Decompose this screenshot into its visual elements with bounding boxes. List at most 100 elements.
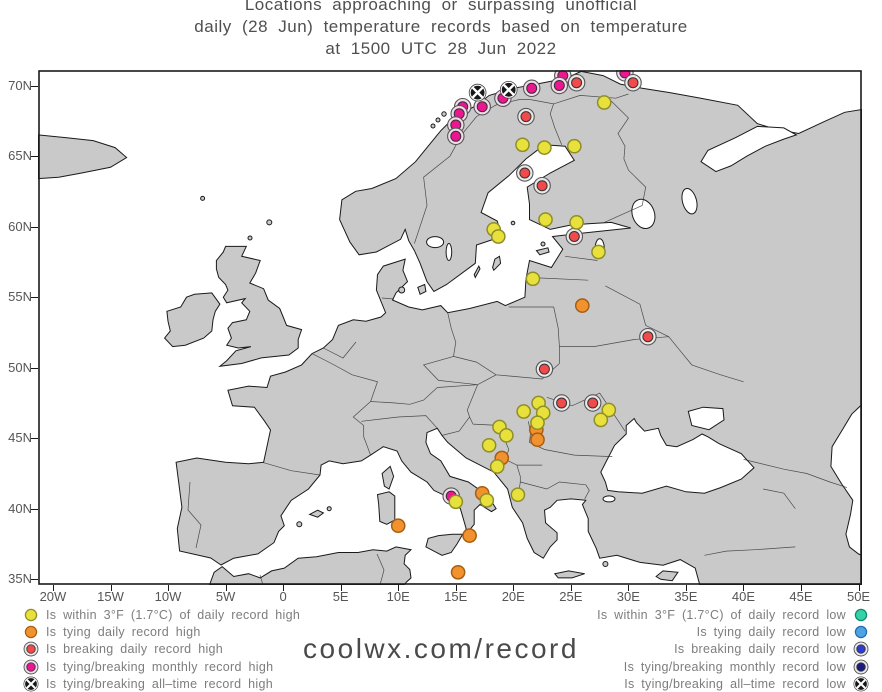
title-line-3: at 1500 UTC 28 Jun 2022 xyxy=(325,39,557,58)
record-markers xyxy=(390,70,657,580)
x-tick-label: 15E xyxy=(444,589,468,604)
marker-breaking_high xyxy=(516,164,534,182)
black-sea xyxy=(600,417,755,494)
landmass-ireland xyxy=(163,292,221,348)
landmass-north-africa xyxy=(208,546,413,585)
y-tick-mark xyxy=(31,297,38,299)
x-tick-label: 5E xyxy=(332,589,349,604)
marker-within3F_high xyxy=(537,140,552,155)
x-tick-mark xyxy=(513,585,515,591)
island-cyprus xyxy=(655,570,679,582)
breaking_high-legend-icon xyxy=(23,642,39,657)
marker-within3F_high xyxy=(591,244,606,260)
tying_high-legend-icon xyxy=(24,625,38,639)
y-tick-label: 45N xyxy=(8,430,32,446)
country-borders xyxy=(187,93,848,585)
y-tick-mark xyxy=(31,85,38,87)
island-zealand xyxy=(417,283,427,295)
marker-within3F_high xyxy=(481,437,497,453)
marker-breaking_low xyxy=(853,642,869,657)
marker-monthly_high xyxy=(473,97,491,116)
x-tick-mark xyxy=(52,585,54,591)
y-tick-mark xyxy=(31,579,38,581)
landmass-great-britain xyxy=(215,245,303,368)
legend-record-low: Is within 3°F (1.7°C) of daily record lo… xyxy=(597,606,870,692)
marker-tying_high xyxy=(450,564,466,580)
x-tick-label: 20E xyxy=(501,589,525,604)
marker-monthly_high xyxy=(23,659,39,675)
x-tick-mark xyxy=(455,585,457,591)
landmass-iceland xyxy=(38,134,128,180)
marker-breaking_high xyxy=(639,327,657,346)
x-tick-mark xyxy=(168,585,170,591)
sea-of-azov xyxy=(687,406,725,431)
legend-row-monthly_low: Is tying/breaking monthly record low xyxy=(597,658,870,675)
x-tick-label: 40E xyxy=(731,589,756,604)
marker-within3F_high xyxy=(489,459,505,474)
marker-breaking_high xyxy=(517,107,535,126)
marker-within3F_high xyxy=(448,494,464,510)
marker-within3F_high xyxy=(593,412,609,428)
y-tick-mark xyxy=(31,367,38,369)
marker-alltime_high xyxy=(23,676,39,692)
marker-within3F_high xyxy=(515,137,530,153)
x-tick-mark xyxy=(858,585,860,591)
x-tick-label: 50E xyxy=(846,589,871,604)
marker-within3F_high xyxy=(538,212,553,227)
marker-within3F_low xyxy=(854,608,868,621)
marker-monthly_high xyxy=(616,70,634,82)
x-tick-mark xyxy=(110,585,112,591)
marker-tying_low xyxy=(854,625,868,639)
page-title: Locations approaching or surpassing unof… xyxy=(0,0,882,60)
legend-row-tying_low: Is tying daily record low xyxy=(597,623,870,640)
europe-map xyxy=(38,70,862,585)
marker-within3F_high xyxy=(530,415,545,431)
marker-within3F_high xyxy=(24,608,38,621)
legend-label: Is tying/breaking monthly record high xyxy=(46,659,274,674)
island-sardinia xyxy=(376,491,396,525)
legend-row-alltime_low: Is tying/breaking all–time record low xyxy=(597,676,870,692)
legend-label: Is tying/breaking monthly record low xyxy=(623,659,846,674)
legend-row-monthly_high: Is tying/breaking monthly record high xyxy=(22,658,300,675)
marker-breaking_high xyxy=(535,360,554,378)
marker-tying_high xyxy=(390,518,406,534)
x-tick-mark xyxy=(801,585,802,591)
island-gotland xyxy=(492,255,502,272)
legend-row-within3F_low: Is within 3°F (1.7°C) of daily record lo… xyxy=(597,606,870,623)
marker-monthly_high xyxy=(522,79,541,98)
x-tick-mark xyxy=(685,585,687,591)
y-tick-label: 55N xyxy=(8,289,32,305)
marker-monthly_low xyxy=(853,659,869,675)
island-corsica xyxy=(381,465,395,490)
x-tick-label: 45E xyxy=(789,589,813,604)
y-tick-label: 40N xyxy=(8,500,32,516)
island-saaremaa xyxy=(535,247,550,256)
marker-breaking_high xyxy=(552,394,571,412)
marker-tying_high xyxy=(574,298,590,313)
monthly_low-legend-icon xyxy=(853,659,869,675)
marker-tying_high xyxy=(462,528,477,543)
y-tick-label: 50N xyxy=(8,359,32,375)
y-tick-mark xyxy=(31,226,38,228)
marker-alltime_high xyxy=(499,80,518,99)
alltime_high-legend-icon xyxy=(23,676,39,692)
marker-within3F_high xyxy=(490,229,506,244)
alltime_low-legend-icon xyxy=(853,676,869,692)
island-sicily xyxy=(425,533,464,556)
within3F_high-legend-icon xyxy=(24,608,38,621)
x-tick-mark xyxy=(340,585,342,591)
legend-record-high: Is within 3°F (1.7°C) of daily record hi… xyxy=(22,606,300,692)
legend-label: Is tying/breaking all–time record high xyxy=(46,677,273,692)
marker-breaking_high xyxy=(583,394,602,412)
marker-breaking_high xyxy=(624,73,642,92)
monthly_high-legend-icon xyxy=(23,659,39,675)
legend-label: Is tying daily record low xyxy=(696,625,846,640)
x-tick-mark xyxy=(628,585,630,591)
within3F_low-legend-icon xyxy=(854,608,868,621)
small-islands xyxy=(200,111,609,567)
marker-within3F_high xyxy=(516,404,532,419)
legend-row-breaking_low: Is breaking daily record low xyxy=(597,641,870,658)
marker-within3F_high xyxy=(510,487,526,503)
legend-row-tying_high: Is tying daily record high xyxy=(22,623,300,640)
